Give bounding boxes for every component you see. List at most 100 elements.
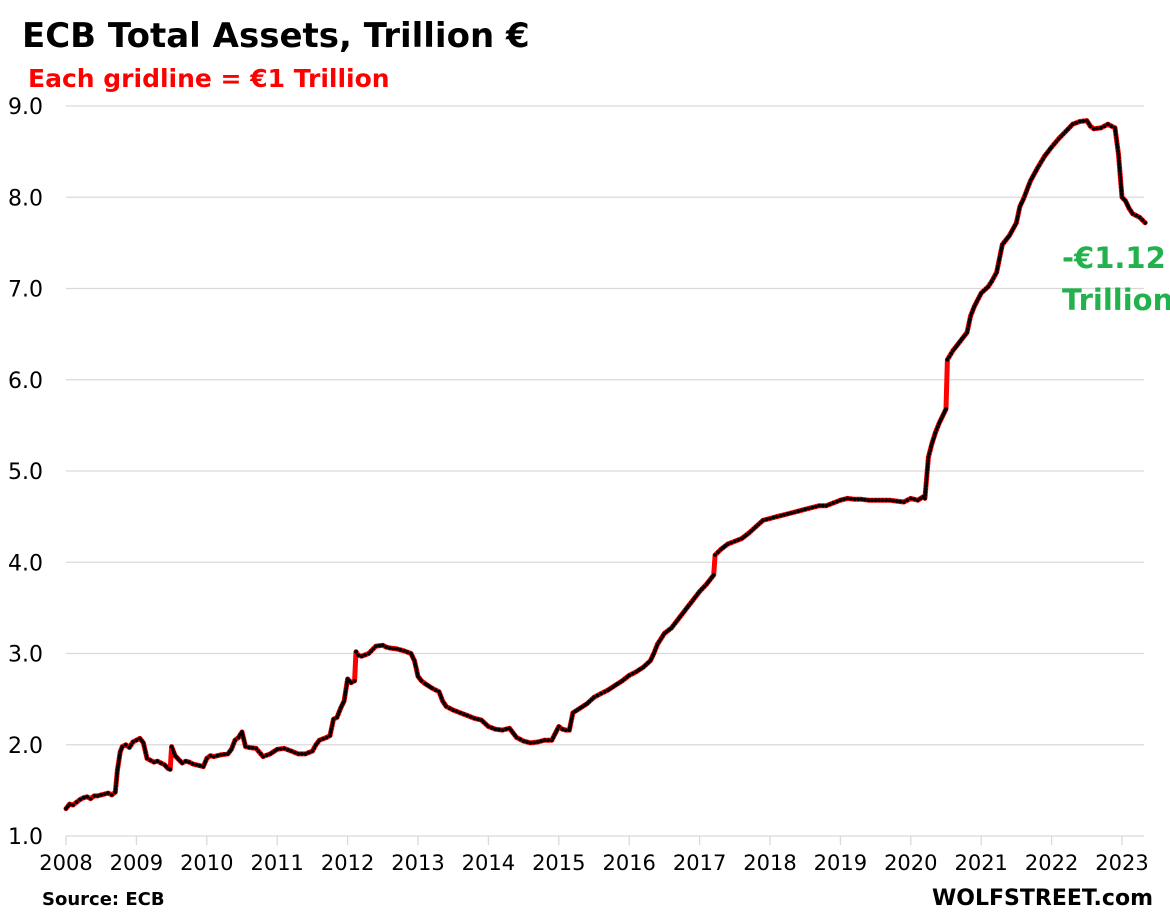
y-tick-label: 3.0 [8,643,43,668]
data-point [929,445,933,449]
data-point [592,695,596,700]
x-tick-label: 2020 [884,851,937,875]
annotation-line2: Trillion [1062,283,1170,317]
data-point [486,724,491,729]
x-tick-label: 2013 [391,851,444,875]
data-point [716,550,720,555]
y-tick-label: 1.0 [8,825,43,850]
data-point [567,728,572,732]
data-point [1061,132,1066,136]
data-point [1117,162,1122,167]
data-point [342,695,347,700]
data-point [926,455,931,460]
data-point [918,496,923,501]
y-tick-label: 5.0 [8,460,43,485]
data-point [891,498,896,503]
data-point [1117,165,1122,170]
data-point [1113,132,1118,137]
data-point [873,498,878,503]
data-point [831,501,836,505]
data-point [336,712,341,717]
data-point [377,643,382,648]
data-point [447,706,452,711]
data-point [999,245,1004,250]
data-point [1116,155,1121,160]
data-point [944,407,948,411]
data-point [475,717,480,722]
data-point [242,738,247,743]
data-point [303,752,308,756]
data-point [461,712,466,717]
data-point [324,735,329,740]
data-point [148,758,153,763]
data-point [968,314,973,318]
data-point [444,704,449,709]
data-point [551,735,556,740]
x-tick-label: 2023 [1095,851,1148,875]
data-point [824,503,829,508]
data-point [1114,135,1119,140]
data-point [230,744,235,749]
data-point [595,693,600,698]
data-point [88,796,93,801]
data-point [1016,211,1021,215]
data-point [371,646,376,651]
data-point [928,448,933,453]
data-point [1056,136,1061,141]
data-point [102,792,107,796]
data-point [1099,126,1103,130]
data-point [792,510,797,514]
data-point [1140,218,1145,223]
data-point [169,744,174,749]
data-point [563,728,568,732]
data-point [344,686,348,691]
data-point [219,752,223,757]
data-point [117,753,122,757]
y-tick-label: 9.0 [8,95,43,120]
data-point [275,747,280,752]
data-point [817,503,822,508]
data-point [813,504,818,509]
data-point [923,487,928,491]
data-point [1091,126,1096,131]
data-point [754,524,758,529]
data-point [700,587,704,591]
data-point [335,715,339,720]
data-point [1025,188,1029,192]
data-point [438,693,443,697]
data-point [1066,127,1070,131]
data-point [117,756,122,760]
data-point [1130,211,1135,216]
data-point [1015,217,1019,222]
data-point [924,483,928,488]
data-point [398,648,403,652]
data-point [412,658,417,663]
data-point [215,753,220,758]
data-point [1059,134,1063,139]
data-point [384,645,389,649]
data-point [1063,129,1068,134]
credit-label: WOLFSTREET.com [932,886,1153,911]
data-point [1117,169,1122,173]
y-tick-label: 8.0 [8,186,43,211]
data-point [1109,124,1114,128]
data-point [299,752,304,756]
data-point [242,741,247,746]
data-point [775,514,779,519]
data-point [402,648,406,653]
data-point [969,310,974,315]
data-point [497,727,501,732]
chart-title: ECB Total Assets, Trillion € [22,16,530,56]
data-point [289,749,294,753]
data-point [778,513,783,518]
data-point [231,741,236,746]
data-point [965,330,969,335]
data-point [114,777,119,782]
data-point [1021,197,1026,202]
data-point [240,730,244,734]
data-point [439,696,444,700]
data-point [236,735,241,740]
data-point [934,427,939,432]
data-point [905,498,910,503]
